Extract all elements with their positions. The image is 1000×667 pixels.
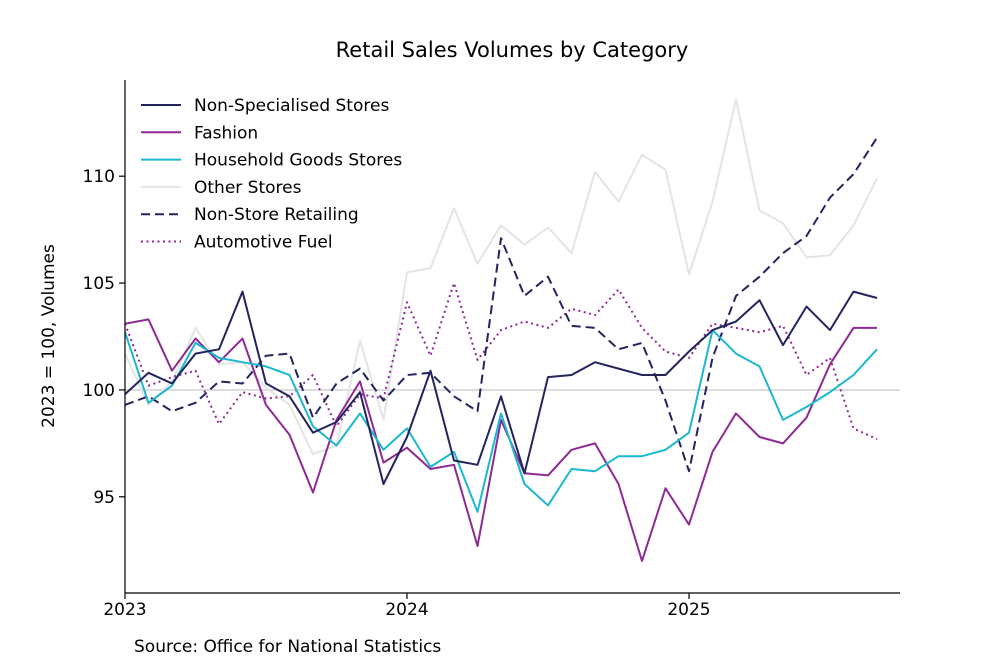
x-tick-label: 2025 [667, 600, 710, 620]
series-line-non-store-retailing [124, 137, 878, 473]
legend-label: Non-Specialised Stores [194, 96, 389, 116]
series-line-fashion [124, 318, 877, 562]
series-line-non-specialised-stores [124, 290, 878, 485]
series-line-other-stores [124, 98, 878, 456]
y-tick-label: 95 [93, 488, 115, 508]
y-tick-label: 105 [83, 274, 115, 294]
legend-label: Automotive Fuel [194, 233, 333, 253]
chart-title: Retail Sales Volumes by Category [336, 38, 689, 62]
series-group [124, 98, 878, 562]
legend-label: Other Stores [194, 178, 302, 198]
y-tick-label: 110 [83, 167, 115, 187]
legend: Non-Specialised Stores Fashion Household G… [141, 96, 402, 253]
source-note: Source: Office for National Statistics [134, 637, 442, 657]
legend-label: Fashion [194, 123, 258, 143]
series-line-automotive-fuel [124, 282, 878, 441]
axes-group: 95 100 105 110 2023 2024 2025 [83, 80, 900, 620]
legend-label: Non-Store Retailing [194, 205, 359, 225]
series-line-household-goods-stores [124, 329, 878, 513]
x-tick-label: 2024 [385, 600, 428, 620]
x-tick-label: 2023 [103, 600, 146, 620]
y-axis-label: 2023 = 100, Volumes [39, 244, 59, 428]
y-tick-label: 100 [83, 381, 115, 401]
legend-label: Household Goods Stores [194, 151, 402, 171]
